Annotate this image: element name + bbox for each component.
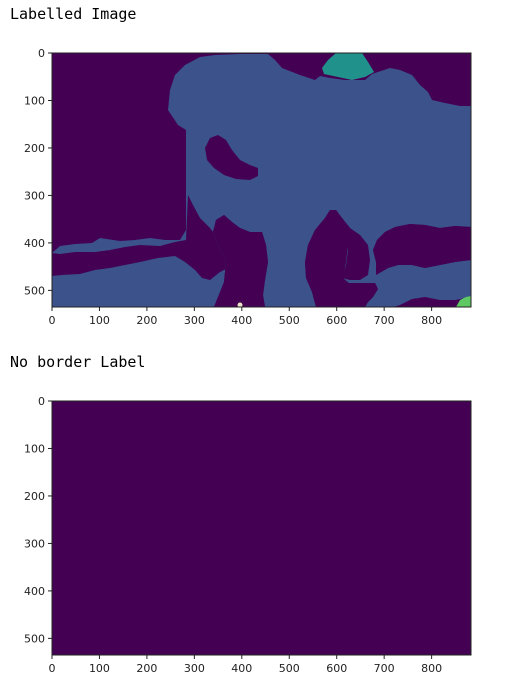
plot-area — [51, 52, 472, 308]
y-tick-label: 300 — [24, 537, 45, 550]
x-tick-label: 200 — [136, 314, 157, 327]
output-text-no-border-label: No border Label — [10, 353, 146, 371]
label-region-0 — [52, 401, 471, 655]
label-region-0-bottom-b — [305, 210, 378, 307]
labelled-image-plot: 0 100 200 300 400 500 0 100 200 300 400 500 600 700 8… — [24, 47, 472, 327]
x-axis-ticks: 0 100 200 300 400 500 600 700 800 — [49, 655, 442, 675]
x-tick-label: 300 — [184, 662, 205, 675]
x-tick-label: 0 — [49, 662, 56, 675]
label-region-4 — [237, 302, 243, 308]
plot-frame — [51, 400, 472, 656]
label-region-0-bottom-a — [213, 215, 268, 307]
y-tick-label: 500 — [24, 632, 45, 645]
y-axis-ticks: 0 100 200 300 400 500 — [24, 47, 52, 297]
output-text-labelled-image: Labelled Image — [10, 5, 137, 23]
x-tick-label: 400 — [231, 314, 252, 327]
label-region-0-top — [280, 53, 330, 77]
x-tick-label: 200 — [136, 662, 157, 675]
y-tick-label: 300 — [24, 189, 45, 202]
label-region-0-hole — [205, 135, 258, 180]
y-axis-ticks: 0 100 200 300 400 500 — [24, 395, 52, 645]
x-tick-label: 600 — [326, 662, 347, 675]
x-tick-label: 100 — [89, 314, 110, 327]
x-tick-label: 0 — [49, 314, 56, 327]
y-tick-label: 200 — [24, 142, 45, 155]
label-region-0-right — [373, 224, 471, 275]
y-tick-label: 400 — [24, 585, 45, 598]
x-tick-label: 500 — [279, 314, 300, 327]
y-tick-label: 500 — [24, 284, 45, 297]
y-tick-label: 400 — [24, 237, 45, 250]
x-tick-label: 800 — [421, 314, 442, 327]
x-tick-label: 800 — [421, 662, 442, 675]
x-tick-label: 700 — [374, 662, 395, 675]
plot-frame — [51, 52, 472, 308]
x-tick-label: 700 — [374, 314, 395, 327]
x-tick-label: 300 — [184, 314, 205, 327]
x-tick-label: 500 — [279, 662, 300, 675]
y-tick-label: 0 — [38, 395, 45, 408]
label-region-3 — [456, 296, 471, 307]
y-tick-label: 100 — [24, 94, 45, 107]
x-tick-label: 100 — [89, 662, 110, 675]
y-tick-label: 100 — [24, 442, 45, 455]
y-tick-label: 0 — [38, 47, 45, 60]
y-tick-label: 200 — [24, 490, 45, 503]
label-region-2 — [322, 53, 374, 80]
x-tick-label: 400 — [231, 662, 252, 675]
x-axis-ticks: 0 100 200 300 400 500 600 700 800 — [49, 307, 442, 327]
label-region-1 — [52, 54, 471, 307]
no-border-label-plot: 0 100 200 300 400 500 0 100 200 300 400 500 600 700 8… — [24, 395, 472, 675]
x-tick-label: 600 — [326, 314, 347, 327]
